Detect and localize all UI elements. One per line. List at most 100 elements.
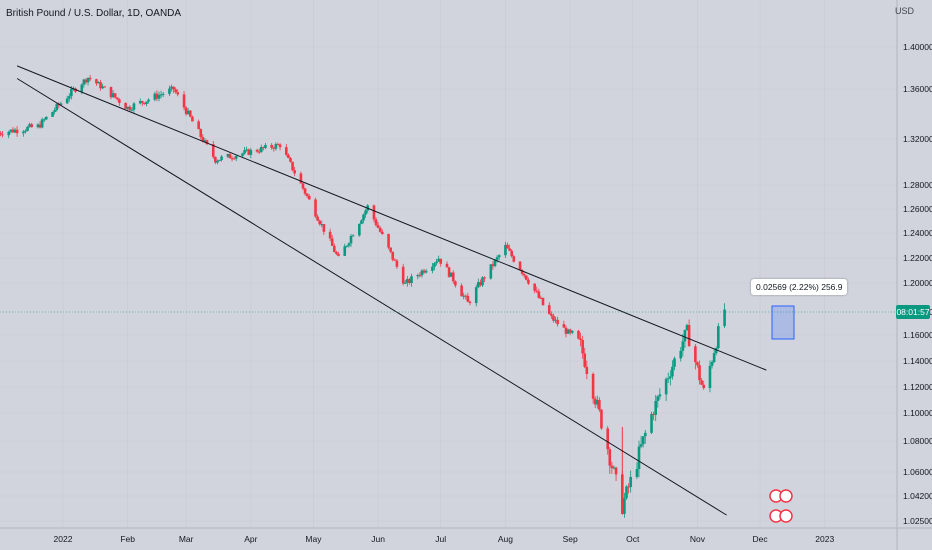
candle-body (218, 159, 221, 161)
trendlines[interactable] (16, 65, 767, 516)
candle-body (539, 297, 543, 299)
candle-body (533, 283, 536, 291)
candle-body (211, 144, 215, 157)
candle-body (349, 235, 353, 244)
candle-body (698, 365, 701, 381)
candle-body (717, 326, 720, 349)
candle-body (45, 116, 48, 120)
price-tick-label: 1.14000 (903, 356, 932, 366)
candle-body (36, 124, 40, 128)
candle-body (264, 144, 267, 149)
candle-body (186, 110, 190, 115)
candle-body (118, 99, 121, 103)
candle-body (82, 79, 86, 85)
flag-icon[interactable] (779, 489, 793, 503)
candle-body (518, 261, 522, 271)
candlesticks (0, 75, 726, 518)
candle-body (416, 275, 420, 277)
candle-body (70, 88, 73, 97)
candle-body (687, 325, 691, 347)
candle-body (583, 353, 587, 367)
event-icons[interactable] (769, 489, 793, 523)
candle-body (351, 235, 355, 237)
candle-body (669, 376, 672, 379)
candle-body (479, 282, 482, 286)
candle-body (495, 257, 499, 260)
time-tick-label: 2023 (815, 534, 834, 544)
price-tick-label: 1.12000 (903, 382, 932, 392)
candle-body (103, 86, 107, 88)
candle-body (635, 469, 639, 477)
candle-body (247, 149, 251, 155)
candle-body (504, 244, 507, 256)
candle-body (320, 224, 324, 226)
candle-body (84, 79, 88, 83)
candle-body (99, 82, 102, 89)
candle-body (395, 260, 399, 267)
candle-body (191, 116, 194, 122)
candle-body (447, 267, 451, 277)
candle-body (474, 287, 478, 304)
candle-body (299, 173, 303, 184)
candle-body (270, 144, 273, 148)
candle-body (303, 188, 307, 194)
trendline[interactable] (16, 65, 767, 371)
candle-body (422, 270, 426, 273)
price-tick-label: 1.40000 (903, 42, 932, 52)
trendline[interactable] (16, 78, 727, 516)
candle-body (466, 295, 470, 302)
candle-body (22, 131, 25, 134)
candle-body (537, 291, 541, 298)
last-price-badge: 08:01:57 (896, 305, 930, 319)
price-tick-label: 1.26000 (903, 204, 932, 214)
time-axis: 2022 Feb Mar Apr May Jun Jul Aug Sep Oct Nov Dec 202… (54, 534, 835, 544)
candle-body (627, 486, 630, 488)
candle-body (481, 277, 484, 286)
candle-body (520, 270, 524, 274)
candle-body (214, 156, 217, 163)
candle-body (86, 77, 90, 83)
candle-body (161, 93, 165, 95)
candle-body (623, 498, 626, 514)
time-tick-label: Apr (244, 534, 257, 544)
candle-body (80, 84, 84, 92)
candle-body (249, 149, 253, 155)
candle-body (9, 129, 13, 132)
candle-body (13, 129, 17, 133)
candle-body (159, 94, 163, 96)
candle-body (145, 101, 148, 105)
candle-body (418, 275, 422, 277)
candle-body (40, 119, 44, 128)
candle-body (257, 151, 261, 153)
candle-body (673, 358, 676, 367)
candle-body (512, 256, 516, 262)
candle-body (316, 216, 319, 221)
candle-body (138, 101, 142, 104)
candle-body (556, 319, 559, 325)
candle-body (591, 373, 595, 399)
candle-body (182, 94, 186, 108)
grid-lines (0, 0, 897, 528)
candle-body (683, 329, 687, 342)
candle-body (197, 121, 200, 130)
measure-box[interactable] (771, 305, 795, 340)
candle-body (610, 465, 614, 469)
candle-body (285, 147, 288, 155)
candle-body (679, 350, 683, 359)
price-tick-label: 1.32000 (903, 134, 932, 144)
candle-body (702, 384, 706, 389)
candle-body (59, 103, 63, 106)
candle-body (493, 259, 497, 267)
candle-body (664, 378, 668, 395)
candle-body (168, 88, 171, 94)
candle-body (506, 244, 509, 249)
candle-body (153, 93, 157, 100)
candle-body (11, 129, 15, 133)
flag-icon[interactable] (779, 509, 793, 523)
candle-body (378, 227, 382, 232)
candle-body (566, 329, 570, 334)
candle-body (522, 273, 526, 276)
candle-body (424, 270, 428, 273)
candle-body (55, 103, 59, 111)
